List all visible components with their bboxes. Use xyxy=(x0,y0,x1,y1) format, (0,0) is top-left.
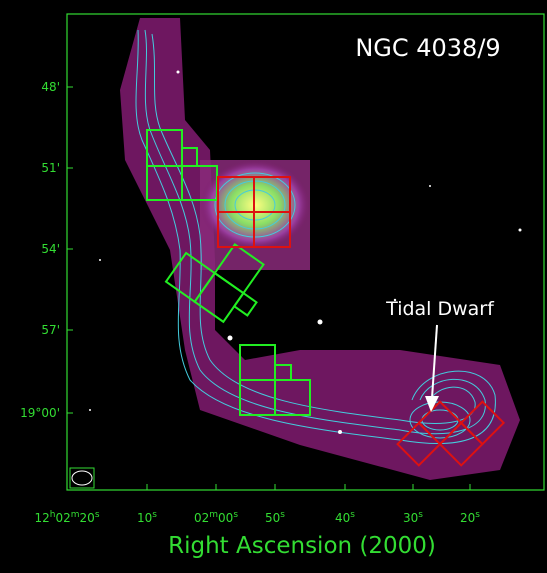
x-tick-label: 40s xyxy=(335,510,355,525)
y-tick-label: 19°00' xyxy=(20,406,60,420)
y-tick-label: 51' xyxy=(41,161,60,175)
ticks: 12h02m20s 10s 02m00s 50s 40s 30s 20s 48' 51' 54' 5… xyxy=(20,80,480,525)
y-tick-label: 48' xyxy=(41,80,60,94)
x-tick-label: 20s xyxy=(460,510,480,525)
frame xyxy=(66,13,545,491)
x-tick-label: 10s xyxy=(137,510,157,525)
x-tick-label: 30s xyxy=(403,510,423,525)
x-tick-label: 50s xyxy=(265,510,285,525)
x-tick-label: 12h02m20s xyxy=(34,510,99,525)
beam-box xyxy=(69,467,95,489)
beam xyxy=(71,470,93,486)
y-tick-label: 54' xyxy=(41,242,60,256)
arrow xyxy=(425,324,439,412)
x-axis-label: Right Ascension (2000) xyxy=(168,533,436,559)
sky-image xyxy=(89,18,522,480)
title: NGC 4038/9 xyxy=(355,34,500,62)
y-tick-label: 57' xyxy=(41,323,60,337)
annotation: Tidal Dwarf xyxy=(385,298,495,320)
x-tick-label: 02m00s xyxy=(194,510,238,525)
